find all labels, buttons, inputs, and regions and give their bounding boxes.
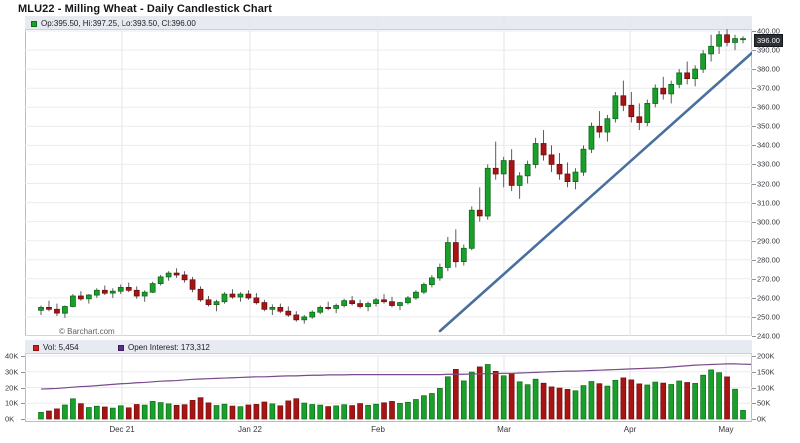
volume-axis-tick	[21, 371, 25, 373]
open-interest-axis-tick-label: 200K	[757, 351, 775, 361]
watermark: © Barchart.com	[59, 327, 115, 336]
current-price-tag: 396.00	[754, 33, 783, 47]
volume-axis-tick	[21, 419, 25, 420]
volume-legend-band	[25, 340, 752, 354]
date-axis-tick-label: Mar	[497, 425, 511, 434]
green-candle-swatch-icon	[31, 20, 37, 27]
price-axis-tick-label: 260.00	[757, 293, 780, 303]
open-interest-legend: Open Interest: 173,312	[118, 343, 210, 352]
price-axis-tick	[752, 107, 756, 109]
volume-plot	[25, 355, 752, 420]
price-axis-tick-label: 370.00	[757, 83, 780, 93]
open-interest-axis-tick-label: 100K	[757, 383, 775, 392]
date-axis-tick-label: Dec 21	[109, 425, 135, 434]
price-axis-tick	[752, 336, 756, 337]
open-interest-swatch-icon	[118, 344, 124, 351]
price-axis-tick	[752, 259, 756, 261]
price-axis-tick-label: 310.00	[757, 198, 780, 208]
price-axis-tick	[752, 88, 756, 90]
price-axis-tick	[752, 297, 756, 299]
price-axis-tick-label: 240.00	[757, 331, 780, 341]
open-interest-axis-tick	[752, 403, 756, 405]
price-axis-tick-label: 250.00	[757, 312, 780, 322]
volume-axis-tick-label: 40K	[5, 351, 19, 361]
ohlc-legend-text: Op:395.50, Hi:397.25, Lo:393.50, Cl:396.…	[41, 19, 196, 28]
price-axis-tick	[752, 164, 756, 166]
candlestick-plot	[25, 16, 752, 336]
price-axis-tick-label: 270.00	[757, 274, 780, 284]
volume-axis-tick-label: 20K	[5, 383, 19, 392]
volume-axis-tick-label: 10K	[5, 398, 19, 408]
open-interest-axis-tick	[752, 371, 756, 373]
price-axis-tick	[752, 183, 756, 185]
price-axis-tick-label: 340.00	[757, 140, 780, 150]
price-axis-tick-label: 300.00	[757, 217, 780, 227]
volume-axis-tick	[21, 403, 25, 405]
price-axis-tick	[752, 278, 756, 280]
open-interest-axis-tick-label: 50K	[757, 398, 771, 408]
volume-axis-tick-label: 30K	[5, 367, 19, 377]
price-axis-tick	[752, 50, 756, 52]
price-axis-tick-label: 390.00	[757, 45, 780, 55]
open-interest-axis-tick	[752, 356, 756, 357]
price-axis-tick-label: 290.00	[757, 236, 780, 246]
open-interest-axis-tick-label: 150K	[757, 367, 775, 377]
price-axis-tick	[752, 69, 756, 71]
open-interest-axis-tick-label: 0K	[757, 414, 767, 424]
open-interest-legend-text: Open Interest: 173,312	[128, 343, 210, 352]
price-axis-tick	[752, 221, 756, 223]
price-axis-tick	[752, 202, 756, 204]
price-axis-tick-label: 350.00	[757, 121, 780, 131]
price-axis-tick	[752, 31, 756, 32]
price-axis-tick-label: 280.00	[757, 255, 780, 265]
price-axis-tick-label: 360.00	[757, 102, 780, 112]
volume-legend: Vol: 5,454	[33, 343, 79, 352]
price-axis-tick-label: 380.00	[757, 64, 780, 74]
price-axis-tick-label: 330.00	[757, 159, 780, 169]
open-interest-axis-tick	[752, 387, 756, 389]
page-title: MLU22 - Milling Wheat - Daily Candlestic…	[18, 3, 273, 15]
volume-swatch-icon	[33, 344, 39, 351]
price-axis-tick	[752, 316, 756, 318]
ohlc-legend: Op:395.50, Hi:397.25, Lo:393.50, Cl:396.…	[31, 19, 196, 28]
date-axis-tick-label: May	[718, 425, 734, 434]
volume-axis-tick	[21, 387, 25, 389]
ohlc-legend-band	[25, 16, 752, 30]
price-axis-tick	[752, 145, 756, 147]
price-axis-tick-label: 320.00	[757, 179, 780, 188]
price-axis-tick	[752, 240, 756, 242]
date-axis-tick-label: Apr	[623, 425, 637, 434]
volume-axis-tick	[21, 356, 25, 357]
price-axis-tick	[752, 126, 756, 128]
price-axis-tick-label: 400.00	[757, 26, 780, 36]
volume-legend-text: Vol: 5,454	[43, 343, 79, 352]
open-interest-axis-tick	[752, 419, 756, 420]
volume-axis-tick-label: 0K	[5, 414, 15, 424]
date-axis-tick-label: Feb	[371, 425, 385, 434]
date-axis-tick-label: Jan 22	[237, 425, 263, 434]
